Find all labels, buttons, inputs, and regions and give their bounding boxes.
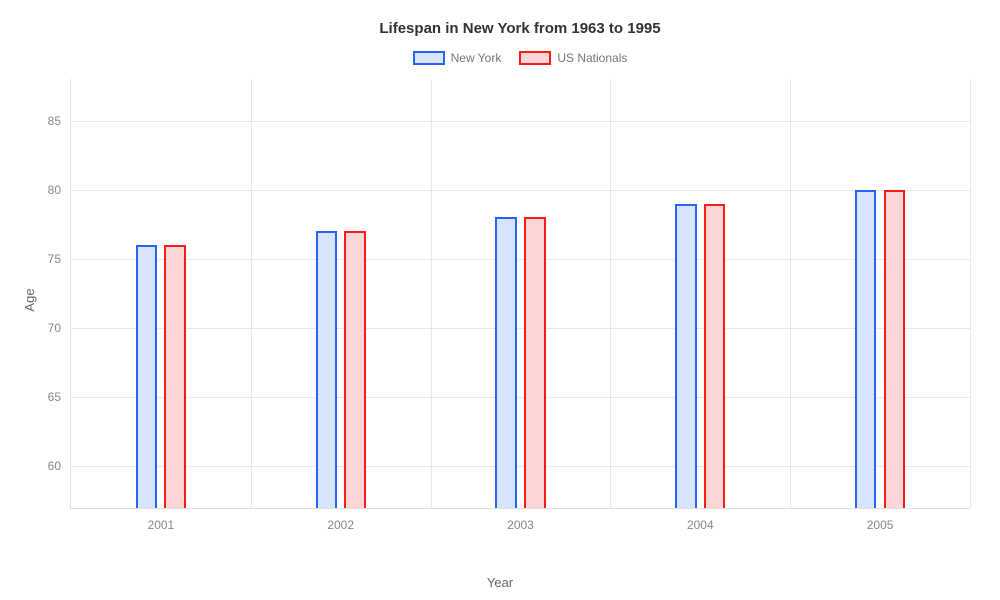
gridline-horizontal [71, 121, 970, 122]
gridline-vertical [790, 79, 791, 508]
x-tick-label: 2001 [148, 508, 175, 532]
gridline-horizontal [71, 259, 970, 260]
legend-item-us-nationals[interactable]: US Nationals [519, 51, 627, 65]
plot-area: 60657075808520012002200320042005 [70, 79, 970, 509]
x-tick-label: 2003 [507, 508, 534, 532]
legend: New York US Nationals [70, 51, 970, 65]
bar[interactable] [704, 204, 726, 508]
y-axis-label: Age [22, 288, 37, 311]
gridline-horizontal [71, 328, 970, 329]
bar[interactable] [344, 231, 366, 508]
bar[interactable] [675, 204, 697, 508]
gridline-horizontal [71, 466, 970, 467]
y-tick-label: 85 [48, 114, 71, 128]
y-tick-label: 80 [48, 183, 71, 197]
bar[interactable] [164, 245, 186, 508]
gridline-vertical [251, 79, 252, 508]
x-tick-label: 2002 [327, 508, 354, 532]
y-tick-label: 60 [48, 459, 71, 473]
y-tick-label: 75 [48, 252, 71, 266]
bar[interactable] [136, 245, 158, 508]
chart-title: Lifespan in New York from 1963 to 1995 [70, 20, 970, 37]
gridline-vertical [970, 79, 971, 508]
legend-swatch [413, 51, 445, 65]
x-tick-label: 2004 [687, 508, 714, 532]
x-axis-label: Year [487, 575, 513, 590]
bar[interactable] [524, 217, 546, 508]
gridline-vertical [431, 79, 432, 508]
x-tick-label: 2005 [867, 508, 894, 532]
gridline-vertical [610, 79, 611, 508]
legend-item-new-york[interactable]: New York [413, 51, 502, 65]
bar[interactable] [316, 231, 338, 508]
bar[interactable] [855, 190, 877, 508]
y-tick-label: 70 [48, 321, 71, 335]
chart-container: Lifespan in New York from 1963 to 1995 N… [0, 0, 1000, 600]
legend-label: US Nationals [557, 51, 627, 65]
y-tick-label: 65 [48, 390, 71, 404]
gridline-horizontal [71, 190, 970, 191]
gridline-horizontal [71, 397, 970, 398]
bar[interactable] [884, 190, 906, 508]
legend-label: New York [451, 51, 502, 65]
bar[interactable] [495, 217, 517, 508]
legend-swatch [519, 51, 551, 65]
